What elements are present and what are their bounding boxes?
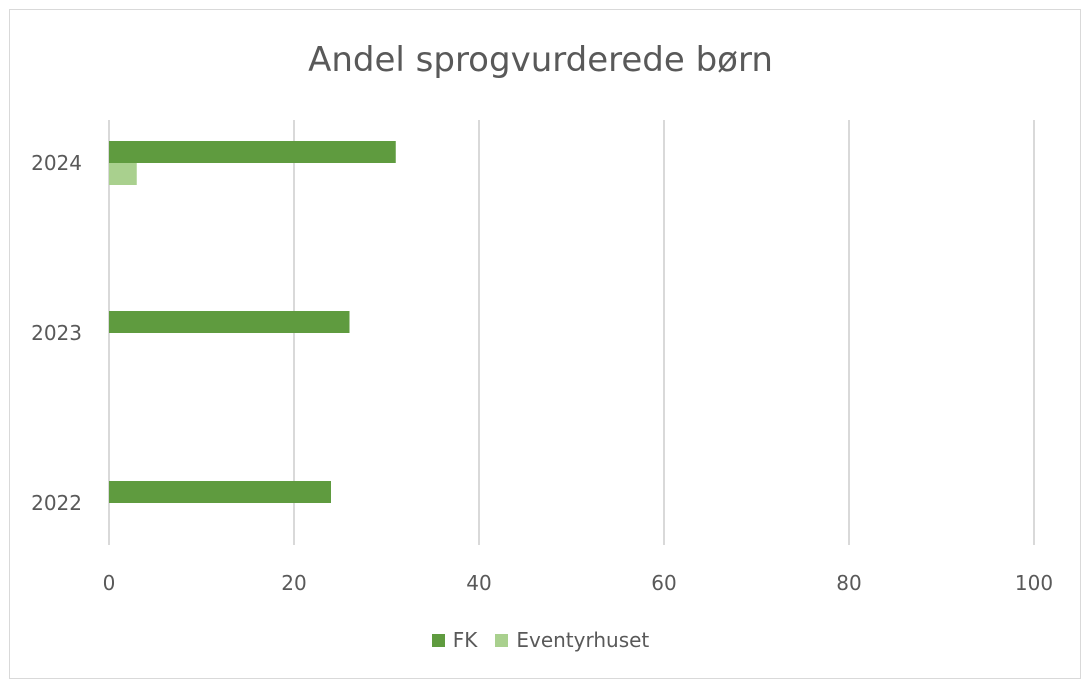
legend-item-eventyrhuset: Eventyrhuset — [495, 628, 649, 652]
legend-item-fk: FK — [431, 628, 478, 652]
bar-fk-2024 — [109, 141, 396, 163]
legend-label-eventyrhuset: Eventyrhuset — [516, 628, 650, 652]
x-tick-label: 100 — [1015, 571, 1053, 595]
x-tick-label: 0 — [103, 571, 116, 595]
x-tick-label: 40 — [466, 571, 491, 595]
x-tick-label: 80 — [836, 571, 861, 595]
y-tick-label: 2022 — [31, 491, 82, 515]
y-tick-label: 2024 — [31, 151, 82, 175]
y-tick-label: 2023 — [31, 321, 82, 345]
bar-fk-2022 — [109, 481, 331, 503]
bar-fk-2023 — [109, 311, 350, 333]
chart-frame — [9, 9, 1081, 679]
chart-title: Andel sprogvurderede børn — [308, 40, 773, 80]
legend-label-fk: FK — [452, 628, 478, 652]
bar-eventyrhuset-2024 — [109, 163, 137, 185]
chart-legend: FK Eventyrhuset — [0, 628, 1081, 652]
legend-swatch-fk — [431, 633, 445, 647]
legend-swatch-eventyrhuset — [495, 633, 509, 647]
x-tick-label: 20 — [281, 571, 306, 595]
x-tick-label: 60 — [651, 571, 676, 595]
